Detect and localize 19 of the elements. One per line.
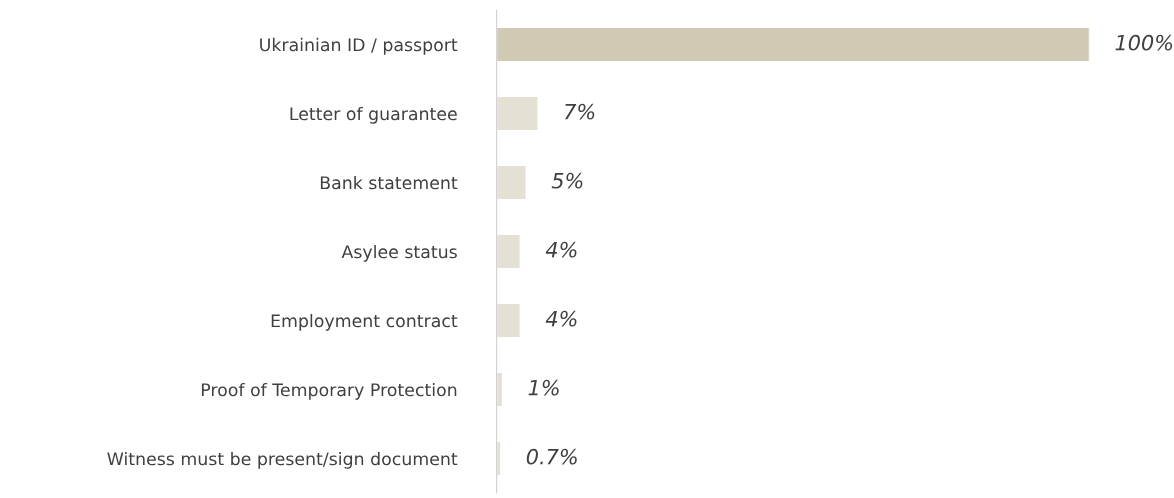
data-label: 4% <box>545 241 577 258</box>
data-label: 0.7% <box>526 448 577 465</box>
data-label: 5% <box>551 172 583 189</box>
data-label: 100% <box>1115 34 1173 51</box>
y-tick-label: Employment contract <box>271 313 458 331</box>
y-tick-label: Letter of guarantee <box>290 106 457 124</box>
y-tick-label: Bank statement <box>320 175 458 190</box>
bar <box>496 233 522 270</box>
data-label: 1% <box>528 379 559 396</box>
y-tick-label: Asylee status <box>341 244 457 262</box>
bar <box>496 26 1090 63</box>
data-label: 7% <box>565 103 595 120</box>
bar <box>496 302 522 339</box>
data-label: 4% <box>545 310 577 327</box>
y-tick-label: Witness must be present/sign document <box>107 451 458 469</box>
y-tick-label: Ukrainian ID / passport <box>260 37 458 55</box>
bar <box>496 95 539 132</box>
y-tick-label: Proof of Temporary Protection <box>201 382 457 400</box>
bar <box>496 164 527 201</box>
